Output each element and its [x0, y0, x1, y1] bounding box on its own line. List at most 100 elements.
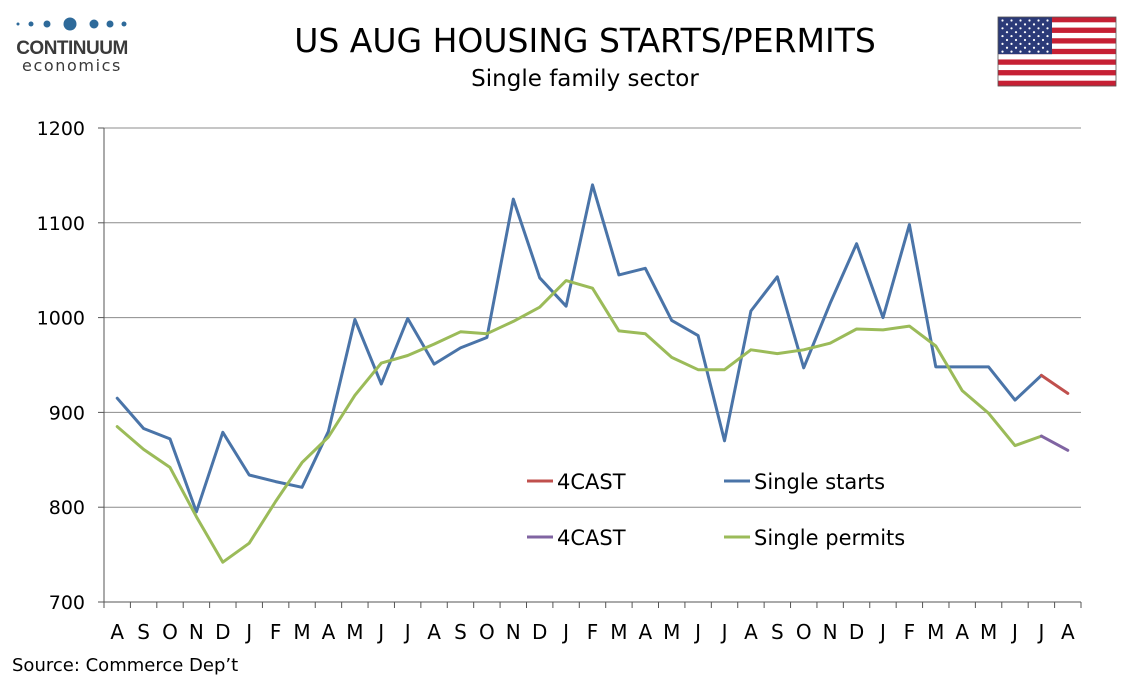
- flag-star: [1019, 34, 1022, 38]
- flag-star: [1046, 34, 1049, 38]
- x-tick-label: A: [1061, 620, 1075, 644]
- series-lines: [115, 183, 1070, 564]
- flag-stripe: [998, 27, 1116, 34]
- x-tick-label: D: [532, 620, 547, 644]
- flag-star: [1028, 50, 1031, 53]
- flag-star: [1028, 27, 1031, 30]
- x-tick-label: N: [823, 620, 838, 644]
- x-tick-label: F: [904, 620, 916, 644]
- flag-star: [1001, 19, 1004, 22]
- x-tick-label: A: [744, 620, 758, 644]
- flag-star: [1032, 23, 1036, 26]
- flag-star: [1032, 46, 1036, 49]
- x-tick-label: A: [322, 620, 336, 644]
- flag-star: [1014, 31, 1018, 34]
- flag-star: [1037, 34, 1040, 38]
- flag-star: [1005, 38, 1009, 42]
- y-tick-label: 1000: [37, 308, 85, 330]
- flag-star: [1046, 27, 1049, 30]
- flag-star: [1023, 38, 1027, 42]
- x-tick-label: F: [587, 620, 599, 644]
- us-flag-icon: [997, 16, 1117, 87]
- flag-stripe: [998, 43, 1116, 50]
- logo-dot: [63, 17, 77, 31]
- series-line-single-permits: [115, 279, 1043, 564]
- legend-label: Single permits: [754, 526, 905, 550]
- flag-stripe: [998, 38, 1116, 44]
- x-tick-label: M: [980, 620, 997, 644]
- legend-label: 4CAST: [557, 526, 626, 550]
- x-tick-label: J: [693, 620, 701, 644]
- x-tick-label: M: [927, 620, 944, 644]
- x-tick-label: M: [346, 620, 363, 644]
- x-tick-label: J: [403, 620, 411, 644]
- flag-star: [1037, 27, 1040, 30]
- flag-star: [1046, 50, 1049, 53]
- y-tick-label: 1100: [37, 213, 85, 235]
- series-line-4cast: [1039, 373, 1070, 395]
- y-tick-label: 700: [49, 592, 85, 614]
- flag-star: [1001, 34, 1004, 38]
- flag-star: [1001, 27, 1004, 30]
- x-tick-label: J: [376, 620, 384, 644]
- x-tick-label: A: [110, 620, 124, 644]
- flag-star: [1005, 23, 1009, 26]
- flag-star: [1041, 23, 1045, 26]
- flag-star: [1028, 42, 1031, 45]
- chart-subtitle: Single family sector: [471, 66, 699, 92]
- logo-dot: [16, 22, 20, 26]
- flag-star: [1032, 38, 1036, 42]
- x-tick-label: S: [771, 620, 784, 644]
- x-tick-label: F: [270, 620, 282, 644]
- flag-stripe: [998, 17, 1116, 23]
- flag-star: [1001, 50, 1004, 53]
- legend-label: 4CAST: [557, 470, 626, 494]
- logo-dot: [43, 20, 51, 28]
- flag-stripe: [998, 75, 1116, 81]
- flag-stripe: [998, 70, 1116, 76]
- flag-star: [1010, 42, 1013, 45]
- logo-dot: [121, 21, 127, 27]
- flag-star: [1010, 50, 1013, 53]
- x-tick-label: J: [1010, 620, 1018, 644]
- flag-star: [1019, 27, 1022, 30]
- x-tick-label: J: [720, 620, 728, 644]
- flag-star: [1046, 42, 1049, 45]
- chart-title: US AUG HOUSING STARTS/PERMITS: [294, 21, 876, 60]
- flag-star: [1014, 46, 1018, 49]
- flag-star: [1037, 19, 1040, 22]
- flag-star: [1041, 38, 1045, 42]
- x-tick-label: M: [663, 620, 680, 644]
- source-note: Source: Commerce Dep’t: [12, 655, 238, 676]
- flag-star: [1019, 19, 1022, 22]
- x-tick-label: M: [293, 620, 310, 644]
- x-tick-label: D: [849, 620, 864, 644]
- x-tick-label: J: [878, 620, 886, 644]
- flag-star: [1028, 19, 1031, 22]
- flag-star: [1046, 19, 1049, 22]
- axes: [103, 128, 1081, 603]
- y-axis-ticks: 700 800 900 1000 1100 1200: [37, 118, 104, 614]
- x-tick-label: A: [427, 620, 441, 644]
- x-tick-label: D: [215, 620, 230, 644]
- flag-star: [1019, 50, 1022, 53]
- legend: 4CAST Single starts 4CAST Single permits: [527, 470, 905, 550]
- brand-tagline: economics: [22, 56, 122, 75]
- logo-dots-icon: [16, 17, 127, 31]
- x-tick-label: O: [162, 620, 178, 644]
- flag-stripe: [998, 64, 1116, 71]
- x-tick-label: N: [189, 620, 204, 644]
- gridlines: [104, 127, 1081, 508]
- x-tick-label: S: [137, 620, 150, 644]
- logo-dot: [106, 20, 114, 28]
- flag-star: [1023, 31, 1027, 34]
- flag-star: [1019, 42, 1022, 45]
- continuum-logo: CONTINUUM economics: [16, 17, 128, 75]
- brand-name: CONTINUUM: [16, 38, 128, 59]
- flag-star: [1010, 19, 1013, 22]
- flag-star: [1037, 50, 1040, 53]
- y-tick-label: 1200: [37, 118, 85, 140]
